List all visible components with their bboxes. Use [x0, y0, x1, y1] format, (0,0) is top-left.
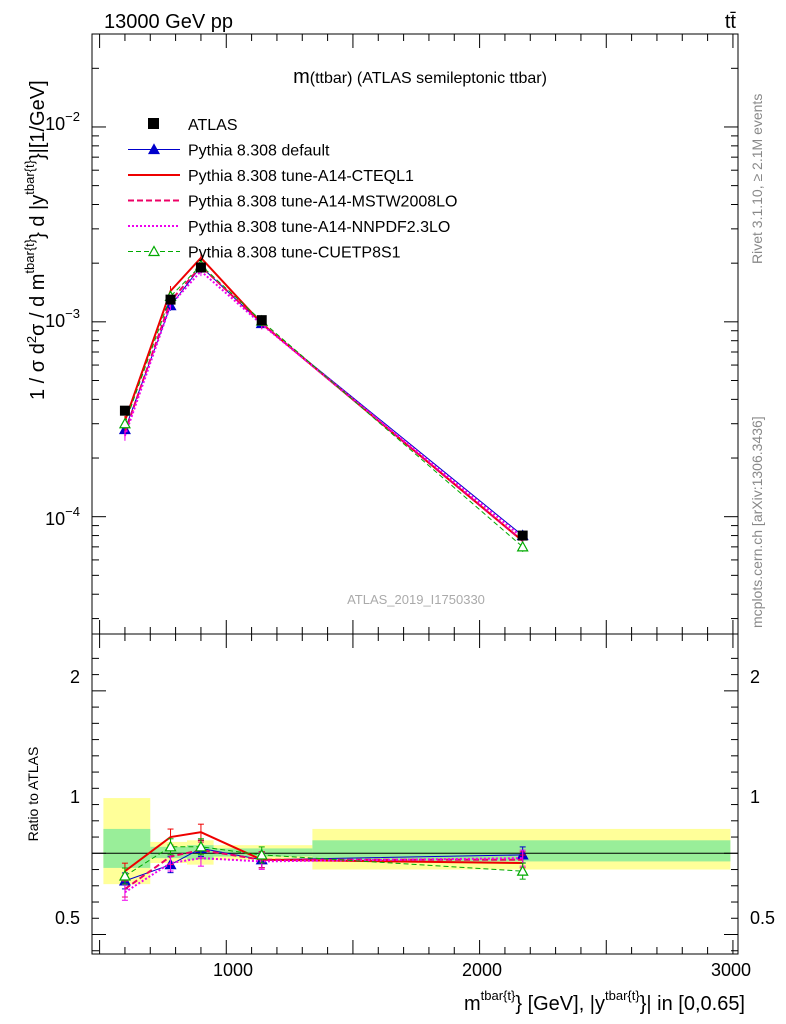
legend-marker-atlas [148, 118, 159, 129]
main-y-tick-labels: 10−2 10−3 10−4 [45, 109, 80, 529]
y-tick-label-1e-3: 10−3 [45, 306, 80, 331]
mcplots-label: mcplots.cern.ch [arXiv:1306.3436] [749, 416, 765, 628]
main-point-series-5 [516, 540, 529, 552]
legend-label: Pythia 8.308 tune-A14-MSTW2008LO [188, 194, 457, 211]
ratio-panel-frame [91, 633, 739, 955]
ratio-tick-1-left: 1 [70, 787, 80, 807]
ratio-point-series-4 [255, 848, 268, 860]
ratio-y-axis-label: Ratio to ATLAS [25, 747, 41, 842]
legend-label: ATLAS [188, 117, 238, 134]
plot-title: m(ttbar) (ATLAS semileptonic ttbar) [293, 66, 547, 88]
process-label: tt̄ [725, 11, 737, 33]
rivet-version-label: Rivet 3.1.10, ≥ 2.1M events [749, 94, 765, 264]
main-line-series-3 [123, 264, 524, 542]
main-series-layer [118, 252, 529, 552]
ratio-y-tick-labels: 2 1 0.5 2 1 0.5 [55, 667, 775, 928]
ratio-tick-1-right: 1 [750, 787, 760, 807]
x-tick-label-3000: 3000 [711, 960, 751, 980]
legend-label: Pythia 8.308 tune-CUETP8S1 [188, 245, 401, 262]
ratio-stat-band-1 [150, 846, 187, 859]
x-axis-label: mtbar{t}} [GeV], |ytbar{t}}| in [0,0.65] [464, 988, 745, 1015]
legend-entry-1: Pythia 8.308 default [128, 143, 330, 160]
atlas-data-point [517, 530, 528, 541]
ratio-stat-band-4 [312, 840, 731, 862]
ratio-point-series-4 [194, 840, 207, 852]
legend-entry-0: ATLAS [148, 117, 238, 134]
legend-marker [147, 245, 161, 257]
analysis-watermark: ATLAS_2019_I1750330 [347, 592, 485, 607]
ratio-tick-2-left: 2 [70, 667, 80, 687]
atlas-data-point [256, 315, 267, 326]
legend-label: Pythia 8.308 default [188, 143, 330, 160]
ratio-uncertainty-bands [92, 798, 738, 885]
ratio-stat-band-0 [103, 828, 151, 868]
y-tick-label-1e-4: 10−4 [45, 504, 80, 529]
legend: ATLAS Pythia 8.308 default Pythia 8.308 tu… [128, 117, 457, 262]
x-tick-label-1000: 1000 [213, 960, 253, 980]
atlas-data-point [119, 405, 130, 416]
ratio-point-series-4 [164, 840, 177, 852]
main-line-series-2 [123, 256, 524, 542]
ratio-point-series-4 [118, 869, 131, 881]
atlas-data-point [165, 294, 176, 305]
legend-entry-5: Pythia 8.308 tune-CUETP8S1 [128, 245, 401, 262]
x-tick-label-2000: 2000 [462, 960, 502, 980]
energy-label: 13000 GeV pp [104, 11, 233, 33]
legend-label: Pythia 8.308 tune-A14-CTEQL1 [188, 168, 414, 185]
y-tick-label-1e-2: 10−2 [45, 109, 80, 134]
ratio-tick-05-right: 0.5 [750, 908, 775, 928]
legend-marker [147, 143, 161, 155]
main-point-series-5 [118, 417, 131, 429]
main-line-series-4 [123, 269, 524, 539]
axis-ticks [92, 33, 738, 954]
ratio-point-series-4 [516, 864, 529, 876]
atlas-data-point [195, 262, 206, 273]
ratio-tick-2-right: 2 [750, 667, 760, 687]
main-line-series-5 [124, 264, 523, 548]
legend-label: Pythia 8.308 tune-A14-NNPDF2.3LO [188, 219, 450, 236]
ratio-series-layer [118, 823, 529, 901]
legend-entry-3: Pythia 8.308 tune-A14-MSTW2008LO [128, 194, 457, 211]
x-tick-labels: 1000 2000 3000 [213, 960, 751, 980]
main-line-series-1 [124, 265, 523, 536]
main-y-axis-label: 1 / σ d2σ / d mtbar{t}} d |ytbar{t}}|[1/… [22, 80, 49, 400]
ratio-tick-05-left: 0.5 [55, 908, 80, 928]
legend-entry-4: Pythia 8.308 tune-A14-NNPDF2.3LO [128, 219, 450, 236]
legend-entry-2: Pythia 8.308 tune-A14-CTEQL1 [128, 168, 414, 185]
